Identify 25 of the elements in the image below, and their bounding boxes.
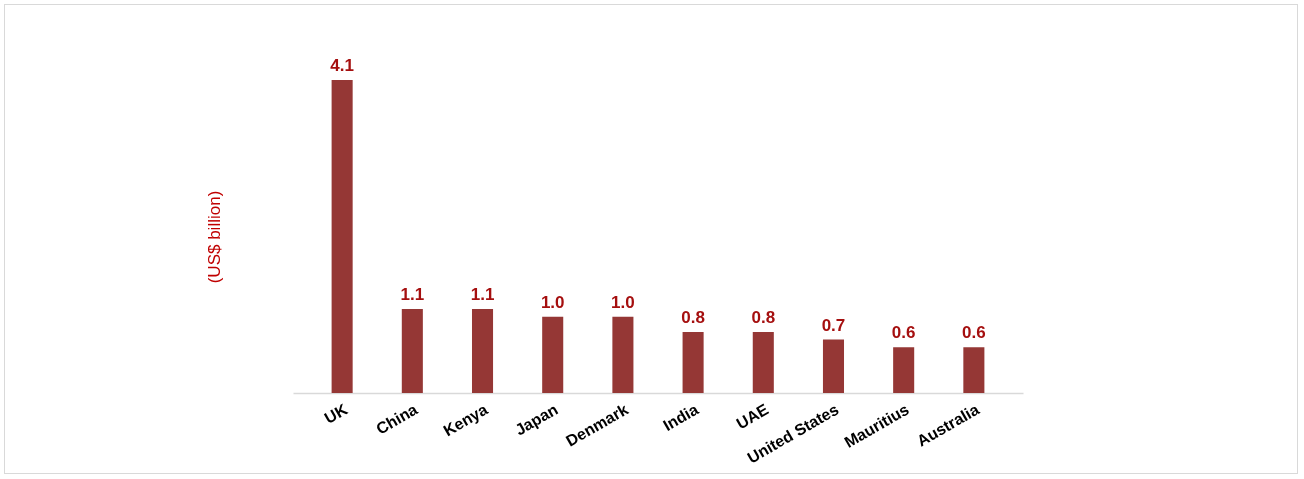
x-tick-label: UK bbox=[321, 400, 351, 427]
x-tick-label: China bbox=[373, 400, 421, 438]
bar bbox=[963, 347, 985, 393]
data-label: 4.1 bbox=[330, 56, 354, 75]
x-tick-label: UAE bbox=[733, 400, 772, 433]
bar bbox=[401, 309, 423, 393]
x-tick-label: India bbox=[660, 400, 702, 435]
bar bbox=[822, 339, 845, 393]
data-label: 1.0 bbox=[611, 292, 635, 312]
data-label: 0.7 bbox=[821, 315, 846, 335]
bar bbox=[752, 331, 774, 393]
data-label: 1.1 bbox=[400, 285, 425, 305]
data-label: 0.6 bbox=[962, 323, 986, 343]
y-axis-title: (US$ billion) bbox=[204, 190, 224, 284]
bar bbox=[612, 316, 634, 393]
data-label: 1.1 bbox=[470, 285, 495, 305]
bar bbox=[471, 309, 494, 393]
data-label: 0.8 bbox=[751, 307, 776, 327]
bar bbox=[331, 80, 353, 393]
bar bbox=[682, 331, 704, 393]
data-label: 0.6 bbox=[891, 323, 916, 343]
data-label: 1.0 bbox=[540, 292, 565, 312]
bar bbox=[893, 347, 915, 393]
data-label: 0.8 bbox=[681, 307, 705, 327]
bar bbox=[542, 316, 564, 393]
